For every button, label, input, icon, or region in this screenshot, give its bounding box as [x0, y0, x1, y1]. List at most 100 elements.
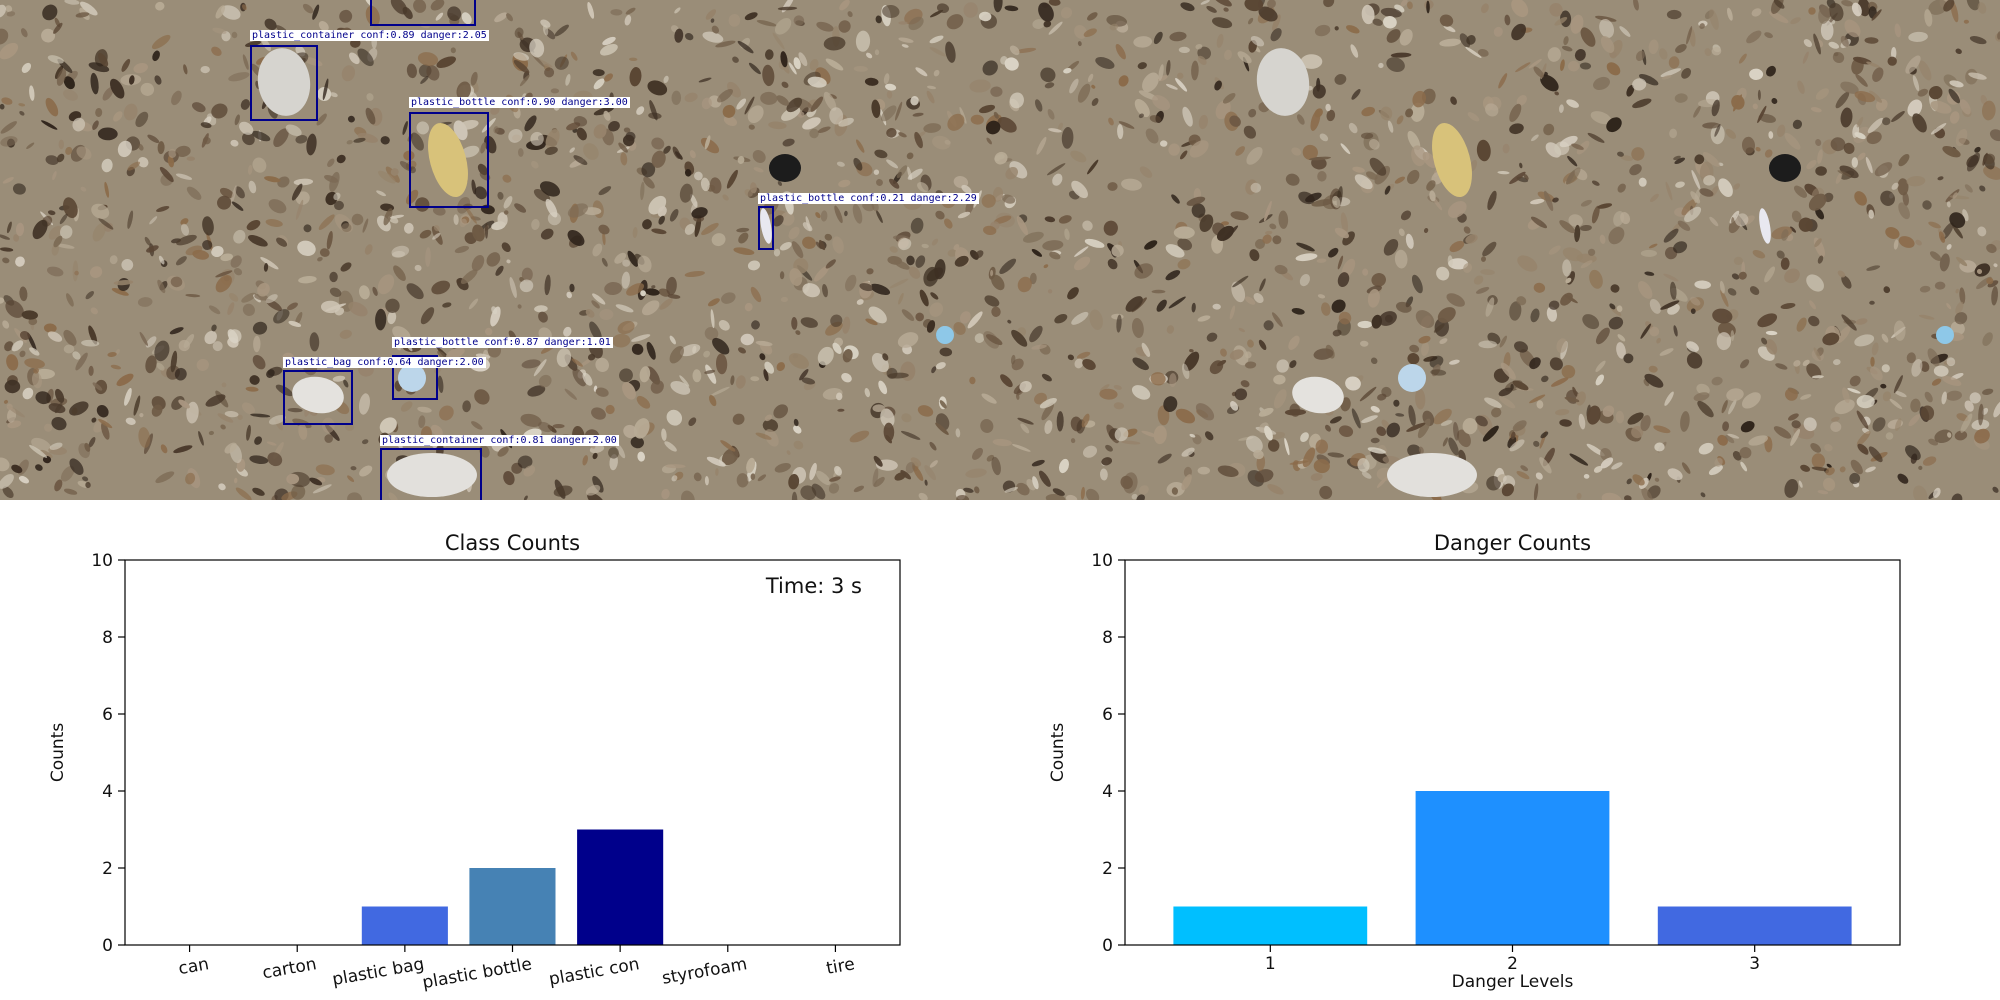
debris-speck	[1773, 426, 1792, 439]
debris-speck	[215, 5, 226, 19]
debris-speck	[1478, 340, 1497, 349]
debris-speck	[801, 377, 816, 385]
debris-speck	[330, 92, 338, 98]
debris-speck	[592, 452, 598, 460]
debris-speck	[1142, 72, 1159, 93]
debris-speck	[211, 245, 224, 258]
debris-speck	[540, 228, 554, 240]
debris-speck	[96, 404, 109, 418]
debris-speck	[1345, 376, 1361, 391]
debris-speck	[1429, 355, 1444, 368]
debris-speck	[1105, 444, 1113, 452]
debris-speck	[684, 223, 695, 235]
debris-speck	[1410, 102, 1425, 122]
debris-speck	[793, 440, 804, 450]
debris-speck	[1590, 111, 1612, 125]
debris-speck	[88, 436, 96, 448]
debris-speck	[217, 413, 234, 423]
debris-speck	[1426, 180, 1436, 191]
debris-speck	[1924, 391, 1933, 403]
y-tick-label: 0	[1102, 936, 1113, 956]
debris-speck	[1131, 493, 1138, 500]
debris-speck	[1826, 463, 1832, 468]
debris-speck	[732, 56, 739, 63]
debris-speck	[1487, 190, 1497, 211]
debris-speck	[728, 14, 741, 27]
debris-speck	[681, 490, 695, 500]
debris-speck	[180, 218, 189, 226]
debris-speck	[1681, 68, 1692, 79]
debris-speck	[1561, 364, 1576, 379]
litter-item	[292, 376, 344, 414]
debris-speck	[947, 249, 958, 257]
debris-speck	[1150, 372, 1166, 386]
debris-speck	[623, 424, 638, 439]
debris-speck	[1426, 0, 1430, 14]
debris-speck	[1230, 401, 1239, 411]
debris-speck	[1919, 285, 1931, 293]
debris-speck	[815, 241, 823, 249]
debris-speck	[1058, 122, 1063, 131]
debris-speck	[33, 367, 39, 374]
debris-speck	[1946, 390, 1962, 401]
debris-speck	[793, 15, 805, 26]
debris-speck	[217, 195, 232, 210]
debris-speck	[915, 255, 926, 268]
debris-speck	[245, 386, 259, 392]
debris-speck	[836, 161, 845, 167]
debris-speck	[1171, 487, 1179, 495]
litter-item	[769, 154, 801, 182]
debris-speck	[1579, 224, 1592, 232]
debris-speck	[1835, 172, 1843, 184]
debris-speck	[393, 265, 406, 282]
debris-speck	[321, 300, 341, 314]
debris-speck	[474, 186, 487, 200]
debris-speck	[954, 255, 969, 267]
debris-speck	[1031, 459, 1045, 467]
debris-speck	[542, 24, 549, 36]
debris-speck	[1121, 178, 1142, 191]
debris-speck	[641, 300, 660, 316]
debris-speck	[762, 64, 775, 87]
debris-speck	[838, 117, 854, 127]
debris-speck	[1440, 420, 1453, 426]
debris-speck	[1902, 192, 1909, 206]
debris-speck	[898, 292, 904, 305]
debris-speck	[1648, 39, 1659, 55]
debris-speck	[1915, 239, 1922, 246]
debris-speck	[11, 464, 23, 474]
debris-speck	[1952, 224, 1963, 239]
debris-speck	[1898, 202, 1910, 220]
debris-speck	[1359, 386, 1377, 402]
debris-speck	[974, 333, 985, 343]
debris-speck	[1929, 251, 1942, 261]
debris-speck	[318, 214, 335, 230]
debris-speck	[29, 444, 48, 458]
debris-speck	[1726, 388, 1744, 402]
debris-speck	[173, 445, 193, 454]
debris-speck	[53, 235, 63, 248]
debris-speck	[1178, 46, 1190, 54]
debris-speck	[670, 381, 691, 395]
debris-speck	[1338, 311, 1352, 325]
debris-speck	[1564, 396, 1580, 403]
debris-speck	[718, 319, 730, 331]
debris-speck	[315, 464, 335, 476]
debris-speck	[556, 348, 572, 368]
debris-speck	[629, 67, 642, 87]
debris-speck	[113, 280, 134, 286]
debris-speck	[1332, 329, 1342, 337]
debris-speck	[295, 199, 304, 220]
debris-speck	[608, 120, 620, 132]
debris-speck	[1663, 228, 1679, 243]
debris-speck	[990, 86, 1003, 97]
debris-speck	[1334, 26, 1339, 31]
debris-speck	[3, 400, 9, 404]
debris-speck	[832, 342, 842, 354]
debris-speck	[2, 320, 10, 329]
debris-speck	[252, 321, 268, 335]
debris-speck	[1289, 360, 1297, 369]
debris-speck	[824, 233, 833, 241]
debris-speck	[1360, 340, 1369, 347]
debris-speck	[1063, 67, 1072, 74]
